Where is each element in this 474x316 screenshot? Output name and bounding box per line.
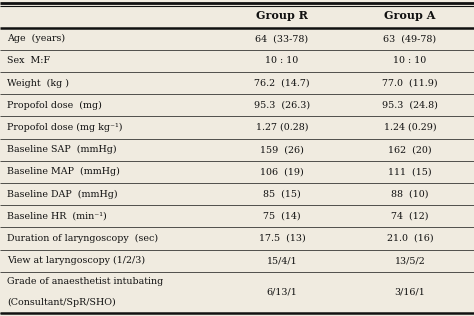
Text: 10 : 10: 10 : 10 — [265, 56, 299, 65]
Text: 1.27 (0.28): 1.27 (0.28) — [256, 123, 308, 132]
Text: 6/13/1: 6/13/1 — [267, 288, 297, 297]
Text: 95.3  (26.3): 95.3 (26.3) — [254, 101, 310, 110]
Text: 85  (15): 85 (15) — [263, 190, 301, 198]
Text: 95.3  (24.8): 95.3 (24.8) — [382, 101, 438, 110]
Text: 13/5/2: 13/5/2 — [395, 256, 425, 265]
Text: 75  (14): 75 (14) — [263, 212, 301, 221]
Text: View at laryngoscopy (1/2/3): View at laryngoscopy (1/2/3) — [7, 256, 145, 265]
Text: 77.0  (11.9): 77.0 (11.9) — [382, 79, 438, 88]
Text: 17.5  (13): 17.5 (13) — [259, 234, 305, 243]
Text: 21.0  (16): 21.0 (16) — [387, 234, 433, 243]
Text: 64  (33-78): 64 (33-78) — [255, 34, 309, 43]
Text: Group R: Group R — [256, 10, 308, 21]
Text: 10 : 10: 10 : 10 — [393, 56, 427, 65]
Text: (Consultant/SpR/SHO): (Consultant/SpR/SHO) — [7, 298, 116, 307]
Text: 88  (10): 88 (10) — [391, 190, 429, 198]
Text: 76.2  (14.7): 76.2 (14.7) — [254, 79, 310, 88]
Text: Duration of laryngoscopy  (sec): Duration of laryngoscopy (sec) — [7, 234, 158, 243]
Text: Grade of anaesthetist intubating: Grade of anaesthetist intubating — [7, 277, 164, 287]
Text: Baseline SAP  (mmHg): Baseline SAP (mmHg) — [7, 145, 117, 154]
Text: 106  (19): 106 (19) — [260, 167, 304, 176]
Text: Sex  M:F: Sex M:F — [7, 56, 50, 65]
Text: Baseline MAP  (mmHg): Baseline MAP (mmHg) — [7, 167, 120, 176]
Text: 1.24 (0.29): 1.24 (0.29) — [383, 123, 437, 132]
Text: Age  (years): Age (years) — [7, 34, 65, 43]
Text: 63  (49-78): 63 (49-78) — [383, 34, 437, 43]
Text: 3/16/1: 3/16/1 — [395, 288, 425, 297]
Text: Baseline HR  (min⁻¹): Baseline HR (min⁻¹) — [7, 212, 107, 221]
Text: 162  (20): 162 (20) — [388, 145, 432, 154]
Text: Propofol dose  (mg): Propofol dose (mg) — [7, 101, 102, 110]
Text: Weight  (kg ): Weight (kg ) — [7, 78, 69, 88]
Text: 15/4/1: 15/4/1 — [267, 256, 297, 265]
Text: Group A: Group A — [384, 10, 436, 21]
Text: 111  (15): 111 (15) — [388, 167, 432, 176]
Text: Propofol dose (mg kg⁻¹): Propofol dose (mg kg⁻¹) — [7, 123, 123, 132]
Text: 74  (12): 74 (12) — [391, 212, 429, 221]
Text: 159  (26): 159 (26) — [260, 145, 304, 154]
Text: Baseline DAP  (mmHg): Baseline DAP (mmHg) — [7, 190, 118, 199]
